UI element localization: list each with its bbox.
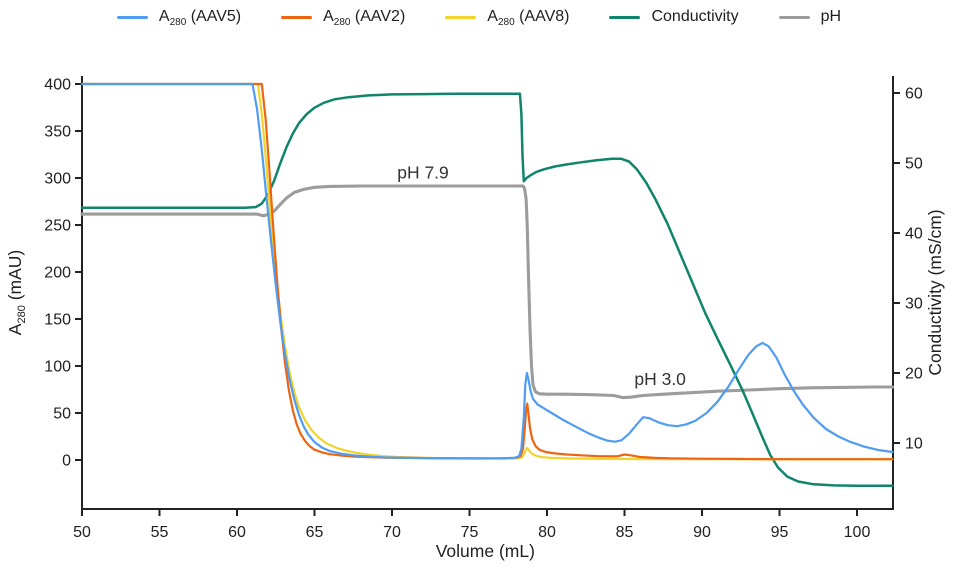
x-tick-label: 85	[616, 524, 634, 541]
x-tick-label: 65	[306, 524, 324, 541]
x-axis-title: Volume (mL)	[436, 541, 535, 561]
y-left-tick-label: 50	[53, 406, 71, 423]
series-aav8-line	[80, 82, 894, 461]
legend-item-aav2: A280 (AAV2)	[281, 8, 406, 28]
legend-label-aav2: A280 (AAV2)	[323, 8, 406, 28]
legend-label-ph: pH	[820, 8, 842, 25]
y-right-tick-label: 40	[905, 226, 923, 243]
chart-legend: A280 (AAV5) A280 (AAV2) A280 (AAV8) Cond…	[0, 5, 958, 29]
conductivity-line-swatch	[609, 15, 641, 19]
annotation-ph-low: pH 3.0	[634, 369, 686, 389]
legend-item-aav5: A280 (AAV5)	[116, 8, 242, 28]
legend-item-ph: pH	[778, 8, 842, 26]
y-right-tick-label: 10	[905, 436, 923, 453]
y-left-tick-label: 250	[44, 218, 71, 235]
x-tick-label: 90	[693, 524, 711, 541]
series-aav2-line	[80, 82, 894, 461]
y-left-tick-label: 150	[44, 312, 71, 329]
x-tick-label: 50	[73, 524, 91, 541]
series-ph-line	[80, 184, 895, 400]
x-tick-label: 80	[538, 524, 556, 541]
y-right-tick-label: 60	[905, 86, 923, 103]
x-tick-label: 55	[151, 524, 169, 541]
x-tick-label: 60	[228, 524, 246, 541]
y-right-tick-label: 30	[905, 296, 923, 313]
series-conductivity-line	[80, 92, 894, 487]
x-tick-label: 95	[771, 524, 789, 541]
y-left-tick-label: 300	[44, 171, 71, 188]
y-left-tick-label: 0	[62, 453, 71, 470]
legend-item-conductivity: Conductivity	[609, 8, 739, 26]
ph-line-swatch	[778, 15, 810, 19]
y-right-tick-label: 50	[905, 156, 923, 173]
legend-label-aav5: A280 (AAV5)	[158, 8, 242, 28]
y-left-tick-label: 350	[44, 124, 71, 141]
y-left-axis-title: A280 (mAU)	[5, 250, 28, 335]
legend-label-aav8: A280 (AAV8)	[487, 8, 570, 28]
y-right-axis-title: Conductivity (mS/cm)	[925, 209, 945, 375]
aav8-line-swatch	[445, 15, 477, 19]
x-tick-label: 70	[383, 524, 401, 541]
series-aav5-line	[80, 82, 894, 460]
y-left-tick-label: 400	[44, 77, 71, 94]
aav2-line-swatch	[281, 15, 313, 19]
legend-label-conductivity: Conductivity	[651, 8, 739, 25]
y-right-tick-label: 20	[905, 366, 923, 383]
y-left-tick-label: 200	[44, 265, 71, 282]
aav5-line-swatch	[116, 15, 148, 19]
legend-item-aav8: A280 (AAV8)	[445, 8, 570, 28]
y-left-tick-label: 100	[44, 359, 71, 376]
annotation-ph-high: pH 7.9	[397, 162, 449, 182]
x-tick-label: 75	[461, 524, 479, 541]
x-tick-label: 100	[844, 524, 871, 541]
